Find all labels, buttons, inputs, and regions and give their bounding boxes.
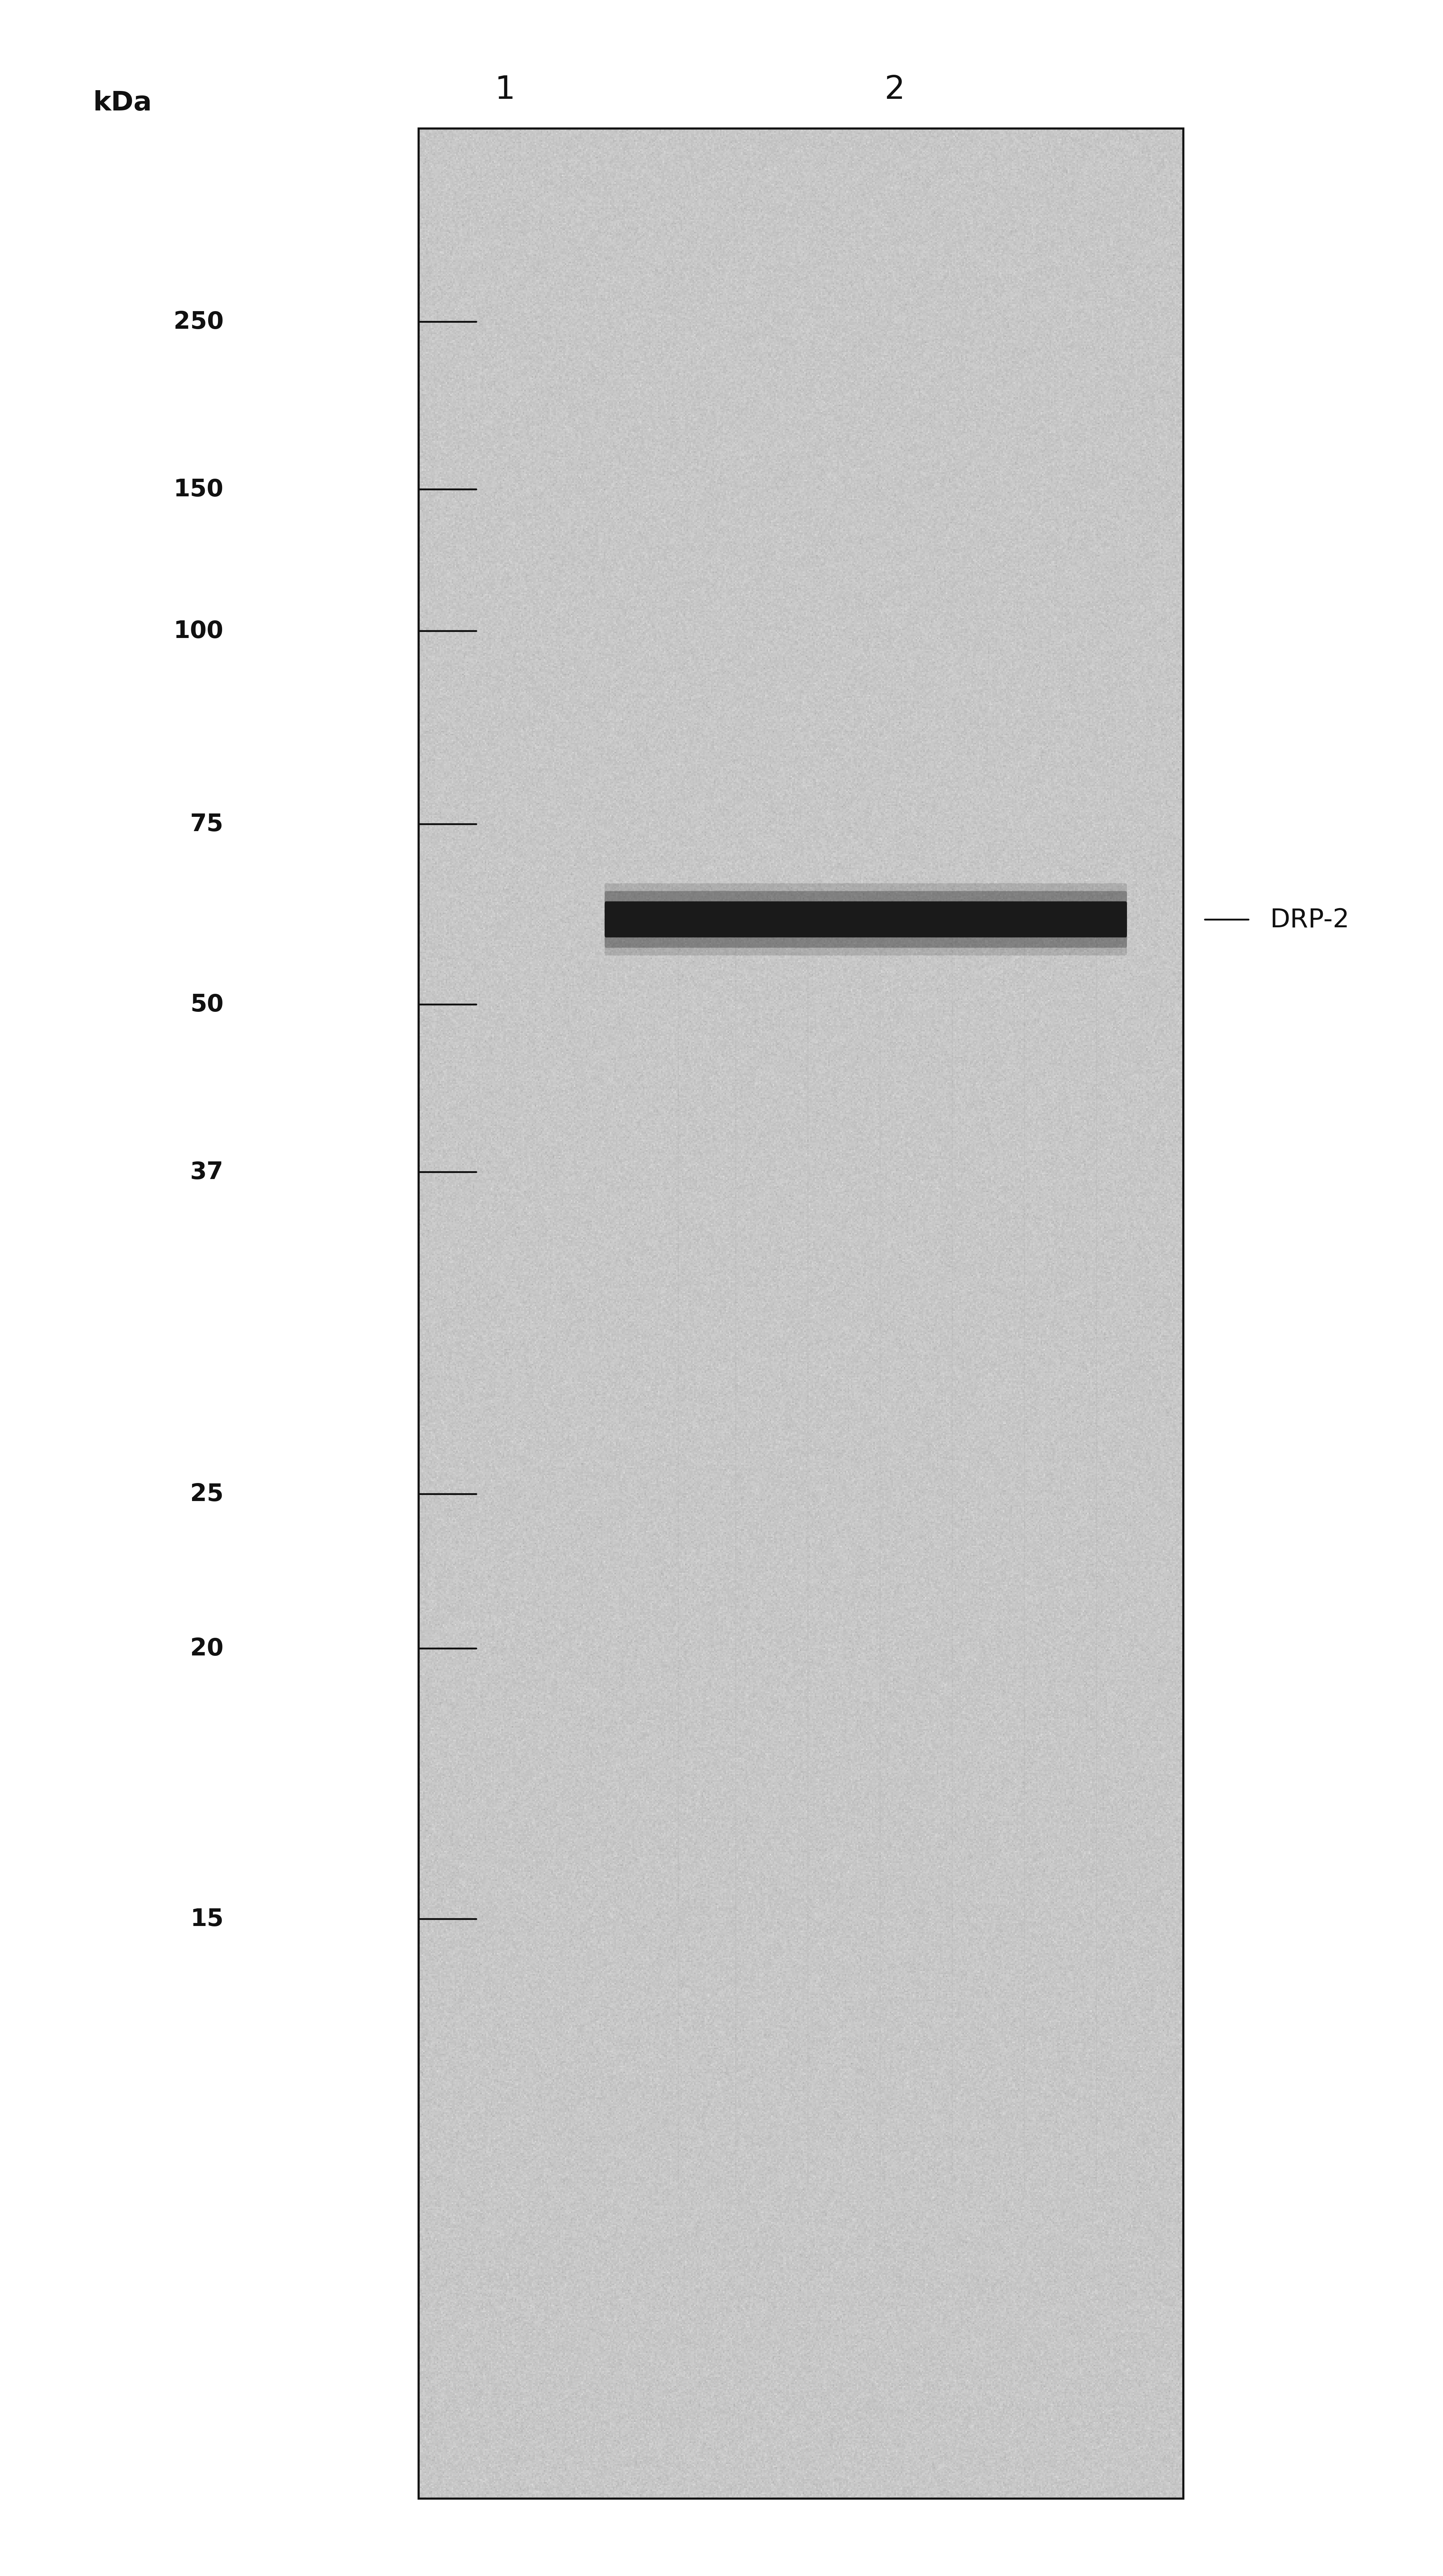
FancyBboxPatch shape xyxy=(605,902,1127,938)
Text: 20: 20 xyxy=(190,1636,224,1662)
FancyBboxPatch shape xyxy=(605,884,1127,956)
FancyBboxPatch shape xyxy=(605,891,1127,948)
Text: 2: 2 xyxy=(885,75,905,106)
Text: 25: 25 xyxy=(190,1481,224,1507)
Text: 1: 1 xyxy=(495,75,515,106)
Text: 75: 75 xyxy=(190,811,224,837)
Text: kDa: kDa xyxy=(94,90,152,116)
Text: 50: 50 xyxy=(190,992,224,1018)
Text: DRP-2: DRP-2 xyxy=(1270,907,1349,933)
Text: 15: 15 xyxy=(190,1906,224,1932)
Text: 100: 100 xyxy=(173,618,224,644)
Text: 37: 37 xyxy=(190,1159,224,1185)
Text: 250: 250 xyxy=(173,309,224,335)
FancyBboxPatch shape xyxy=(418,129,1183,2499)
Text: 150: 150 xyxy=(173,477,224,502)
